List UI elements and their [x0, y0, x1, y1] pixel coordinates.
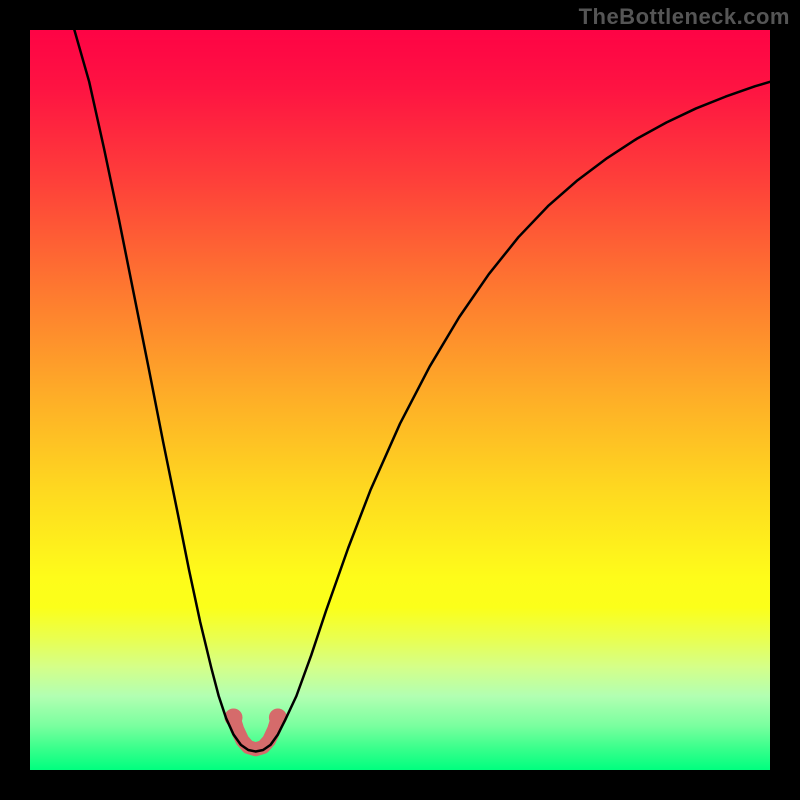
chart-svg — [30, 30, 770, 770]
plot-area — [30, 30, 770, 770]
chart-background — [30, 30, 770, 770]
chart-frame: TheBottleneck.com — [0, 0, 800, 800]
marker-endpoint-left — [225, 708, 243, 726]
watermark-text: TheBottleneck.com — [579, 4, 790, 30]
